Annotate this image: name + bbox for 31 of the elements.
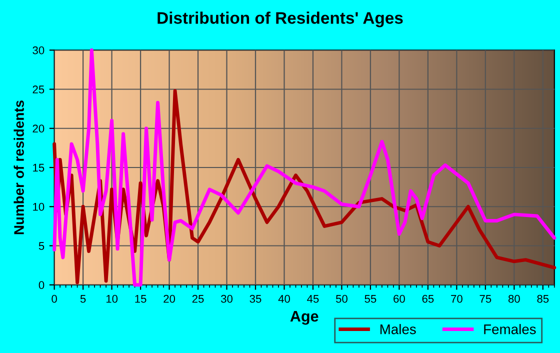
legend-label: Females — [484, 324, 536, 334]
y-tick-label: 15 — [33, 164, 44, 172]
x-tick-label: 75 — [480, 295, 492, 303]
x-tick-label: 60 — [394, 294, 405, 303]
legend-label: Males — [380, 324, 416, 334]
x-tick-label: 10 — [106, 294, 118, 303]
y-tick-label: 0 — [38, 281, 44, 290]
x-tick-label: 80 — [508, 294, 520, 303]
y-tick-label: 20 — [32, 124, 44, 133]
x-tick-label: 35 — [250, 294, 262, 303]
x-tick-label: 55 — [364, 295, 376, 303]
y-tick-label: 25 — [32, 86, 44, 94]
y-tick-label: 30 — [32, 46, 44, 54]
chart-title: Distribution of Residents' Ages — [158, 12, 403, 28]
line-series — [52, 48, 556, 287]
x-tick-label: 20 — [164, 294, 176, 303]
x-tick-label: 40 — [278, 294, 290, 303]
x-tick-label: 30 — [221, 294, 233, 303]
x-tick-label: 50 — [336, 294, 348, 303]
x-tick-label: 65 — [422, 294, 434, 303]
x-tick-label: 85 — [537, 294, 549, 303]
x-tick-label: 45 — [307, 295, 319, 303]
x-tick-label: 0 — [52, 294, 57, 303]
y-axis-title: Number of residents — [14, 100, 24, 234]
y-tick-label: 5 — [38, 242, 44, 250]
y-tick-label: 10 — [33, 202, 44, 211]
x-tick-label: 15 — [135, 295, 146, 303]
x-axis-title: Age — [290, 311, 318, 325]
x-tick-label: 25 — [192, 294, 204, 303]
x-tick-label: 5 — [80, 295, 86, 303]
x-tick-label: 70 — [451, 294, 462, 303]
